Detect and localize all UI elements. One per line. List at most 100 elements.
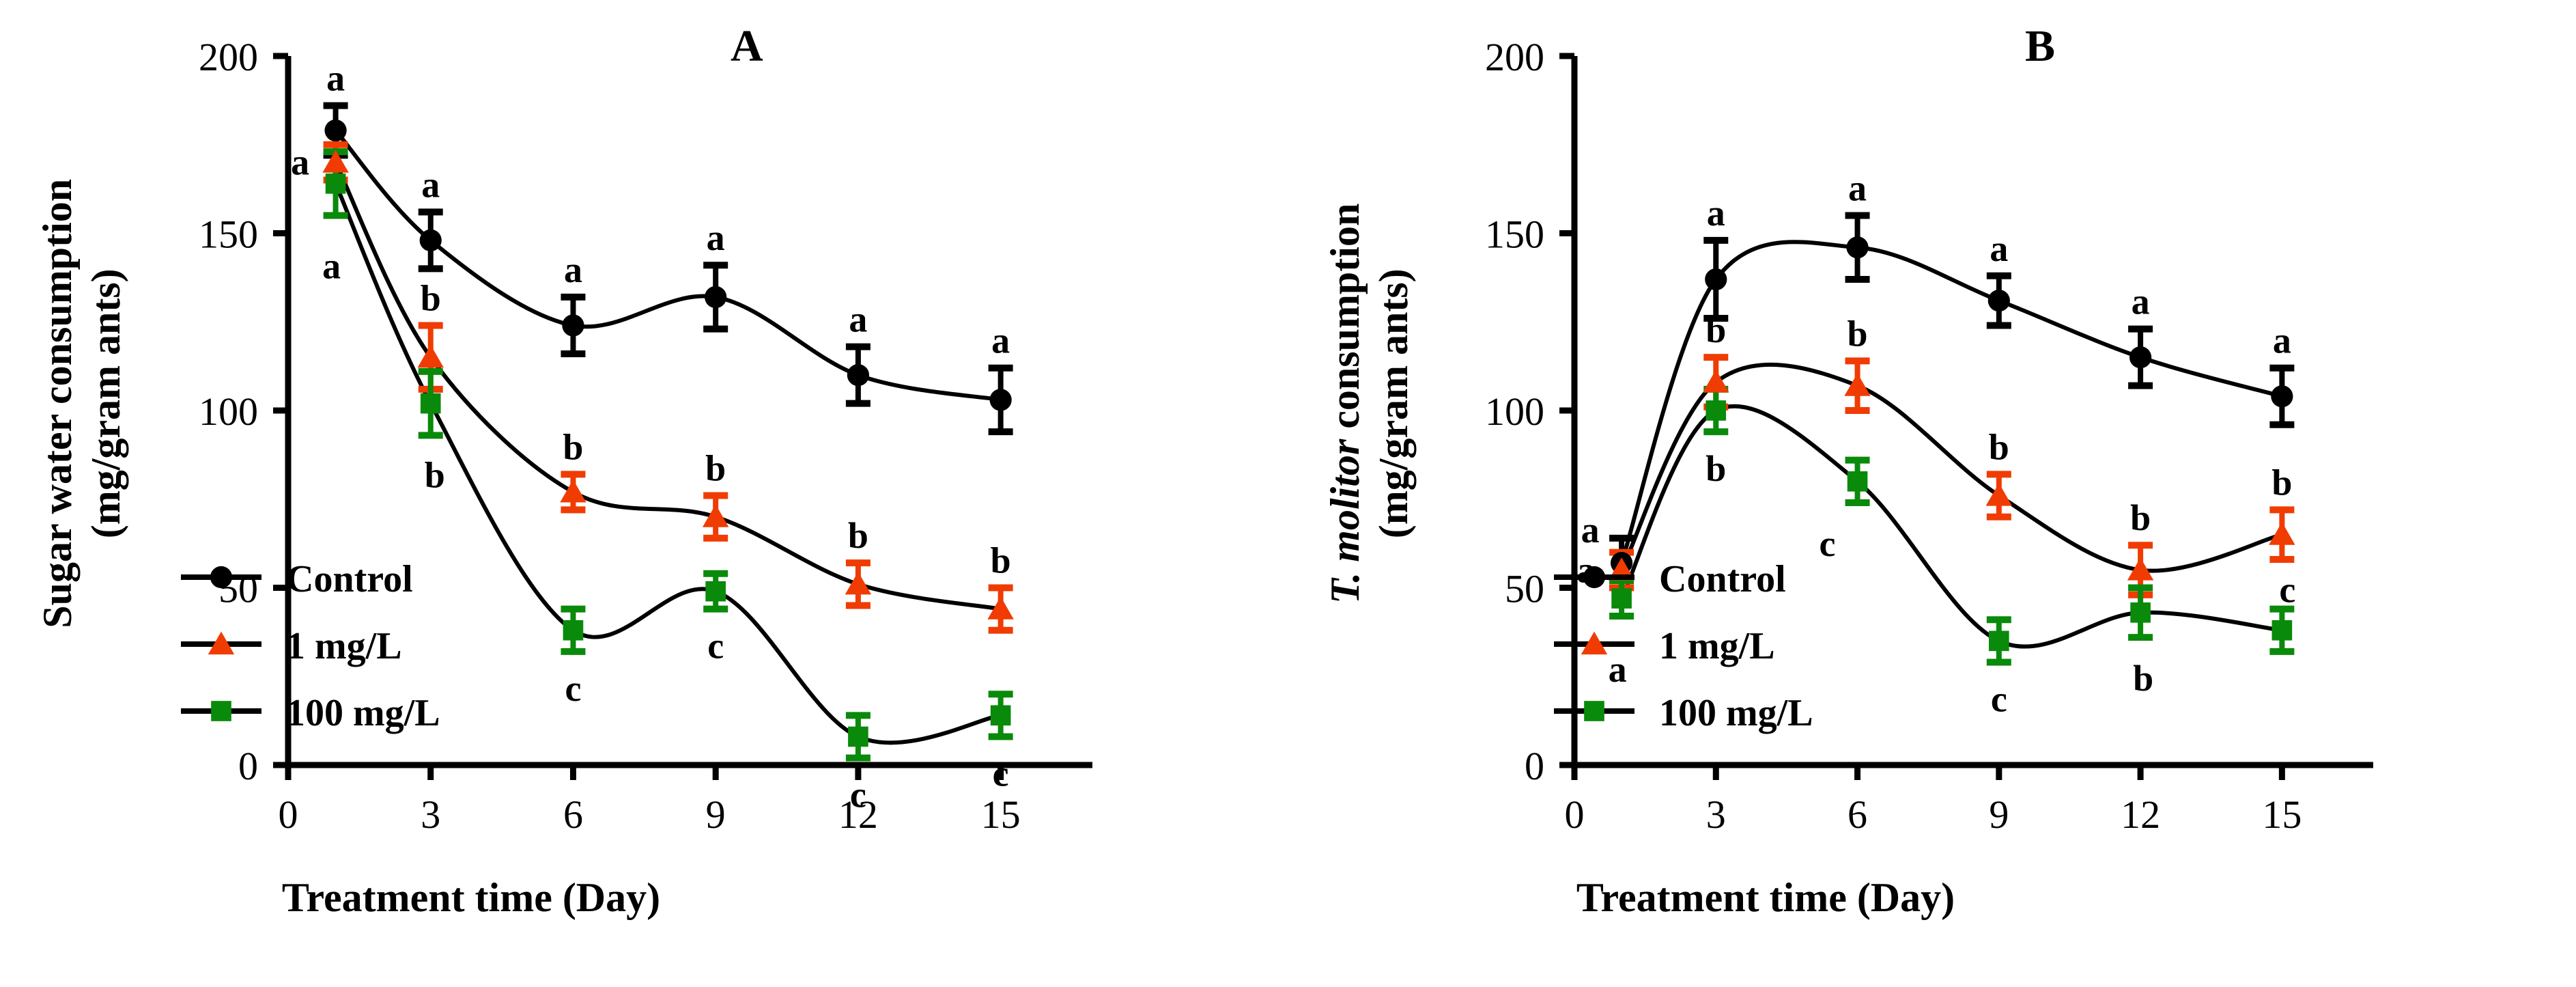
data-marker-triangle — [1703, 370, 1729, 393]
significance-letter: a — [2132, 281, 2150, 322]
x-tick-label: 3 — [1706, 792, 1726, 837]
significance-letter: a — [564, 249, 582, 290]
data-marker-square — [1705, 400, 1727, 421]
significance-letter: b — [991, 540, 1011, 581]
data-marker-square — [1611, 588, 1632, 609]
legend-label: Control — [1659, 558, 1786, 600]
x-tick-label: 12 — [2121, 792, 2160, 837]
legend-label: 100 mg/L — [286, 692, 440, 734]
series-curve-100-mg-l — [1619, 404, 2282, 649]
panel-b-x-axis-label: Treatment time (Day) — [1576, 875, 1955, 920]
data-marker-triangle — [1985, 483, 2013, 506]
legend-label: 100 mg/L — [1659, 692, 1813, 734]
significance-letter: a — [1848, 168, 1867, 209]
data-marker-triangle — [845, 571, 872, 595]
y-tick-label: 50 — [1505, 567, 1544, 611]
data-marker-circle — [1846, 236, 1869, 259]
x-tick-label: 0 — [279, 792, 298, 837]
data-marker-square — [211, 701, 231, 721]
panel-a-letter: A — [731, 21, 763, 71]
data-marker-square — [325, 173, 346, 194]
data-marker-square — [2130, 602, 2151, 623]
legend-label: 1 mg/L — [1659, 625, 1775, 667]
y-tick-label: 100 — [1485, 389, 1544, 434]
panel-b-plot: 05010015020003691215aaaaaaabbbbbabccbcCo… — [1485, 35, 2373, 837]
data-marker-circle — [210, 566, 233, 589]
data-marker-square — [2271, 620, 2293, 641]
legend-item-control: Control — [1554, 558, 1786, 600]
data-marker-square — [563, 620, 584, 641]
panel-b-letter: B — [2025, 21, 2056, 71]
panel-b-legend: Control 1 mg/L 100 mg/L — [1554, 558, 1813, 734]
legend-item-1-mg-l: 1 mg/L — [1554, 625, 1775, 667]
data-marker-circle — [2129, 346, 2152, 369]
x-tick-label: 0 — [1565, 792, 1585, 837]
data-marker-triangle — [1581, 631, 1608, 655]
data-marker-square — [1584, 701, 1604, 721]
significance-letter: a — [1609, 649, 1627, 690]
legend-item-1-mg-l: 1 mg/L — [181, 625, 402, 667]
legend-item-control: Control — [181, 558, 413, 600]
data-marker-square — [848, 726, 868, 747]
x-tick-label: 15 — [2262, 792, 2302, 837]
y-tick-label: 200 — [1485, 35, 1544, 79]
significance-letter: a — [421, 164, 440, 205]
data-marker-circle — [1583, 566, 1606, 589]
significance-letter: a — [849, 299, 867, 340]
significance-letters: aaaaaaabbbbbabccbc — [1577, 168, 2296, 720]
data-marker-circle — [989, 389, 1012, 411]
significance-letter: a — [291, 142, 309, 183]
significance-letter: c — [2279, 570, 2295, 611]
significance-letter: b — [705, 448, 726, 489]
panel-a-legend: Control 1 mg/L 100 mg/L — [181, 558, 440, 734]
data-marker-square — [1988, 630, 2009, 652]
data-marker-circle — [847, 363, 870, 387]
data-marker-triangle — [987, 596, 1014, 620]
significance-letter: a — [326, 58, 345, 99]
data-marker-circle — [705, 286, 727, 309]
significance-letter: b — [2271, 462, 2292, 503]
panel-b: T. molitor consumption (mg/gram ants) Tr… — [1288, 0, 2575, 987]
x-tick-label: 6 — [1848, 792, 1867, 837]
significance-letter: b — [1989, 426, 2009, 467]
significance-letter: c — [1820, 523, 1836, 564]
significance-letter: c — [707, 626, 724, 667]
significance-letter: c — [850, 775, 866, 816]
legend-label: 1 mg/L — [286, 625, 402, 667]
significance-letter: a — [1581, 510, 1600, 551]
significance-letter: b — [425, 454, 445, 495]
legend-item-100-mg-l: 100 mg/L — [1554, 692, 1813, 734]
data-marker-circle — [419, 229, 442, 251]
significance-letter: a — [1990, 228, 2008, 269]
panel-a-x-axis-label: Treatment time (Day) — [281, 875, 661, 920]
legend-label: Control — [286, 558, 413, 600]
significance-letter: b — [2130, 497, 2151, 538]
significance-letter: b — [563, 426, 583, 467]
data-marker-triangle — [322, 150, 349, 173]
x-tick-label: 15 — [981, 792, 1021, 837]
significance-letter: c — [993, 753, 1009, 794]
data-marker-triangle — [2127, 557, 2154, 581]
x-tick-label: 9 — [1989, 792, 2009, 837]
significance-letter: b — [848, 515, 868, 556]
significance-letter: b — [1705, 448, 1726, 489]
data-marker-square — [990, 705, 1011, 726]
x-tick-label: 9 — [706, 792, 726, 837]
significance-letter: a — [707, 217, 725, 258]
data-marker-triangle — [2269, 522, 2295, 545]
data-marker-circle — [1705, 268, 1727, 291]
significance-letters: a a a a a a a b b b b b a b c c c c — [291, 58, 1011, 816]
significance-letter: b — [1705, 309, 1726, 350]
data-marker-triangle — [208, 631, 235, 655]
y-tick-label: 100 — [199, 389, 258, 434]
significance-letter: a — [322, 246, 341, 287]
significance-letter: c — [1991, 678, 2007, 719]
series-markers — [322, 119, 1014, 747]
y-tick-label: 200 — [199, 35, 258, 79]
significance-letter: a — [2273, 320, 2291, 361]
y-tick-label: 150 — [199, 212, 258, 257]
x-tick-label: 3 — [421, 792, 440, 837]
